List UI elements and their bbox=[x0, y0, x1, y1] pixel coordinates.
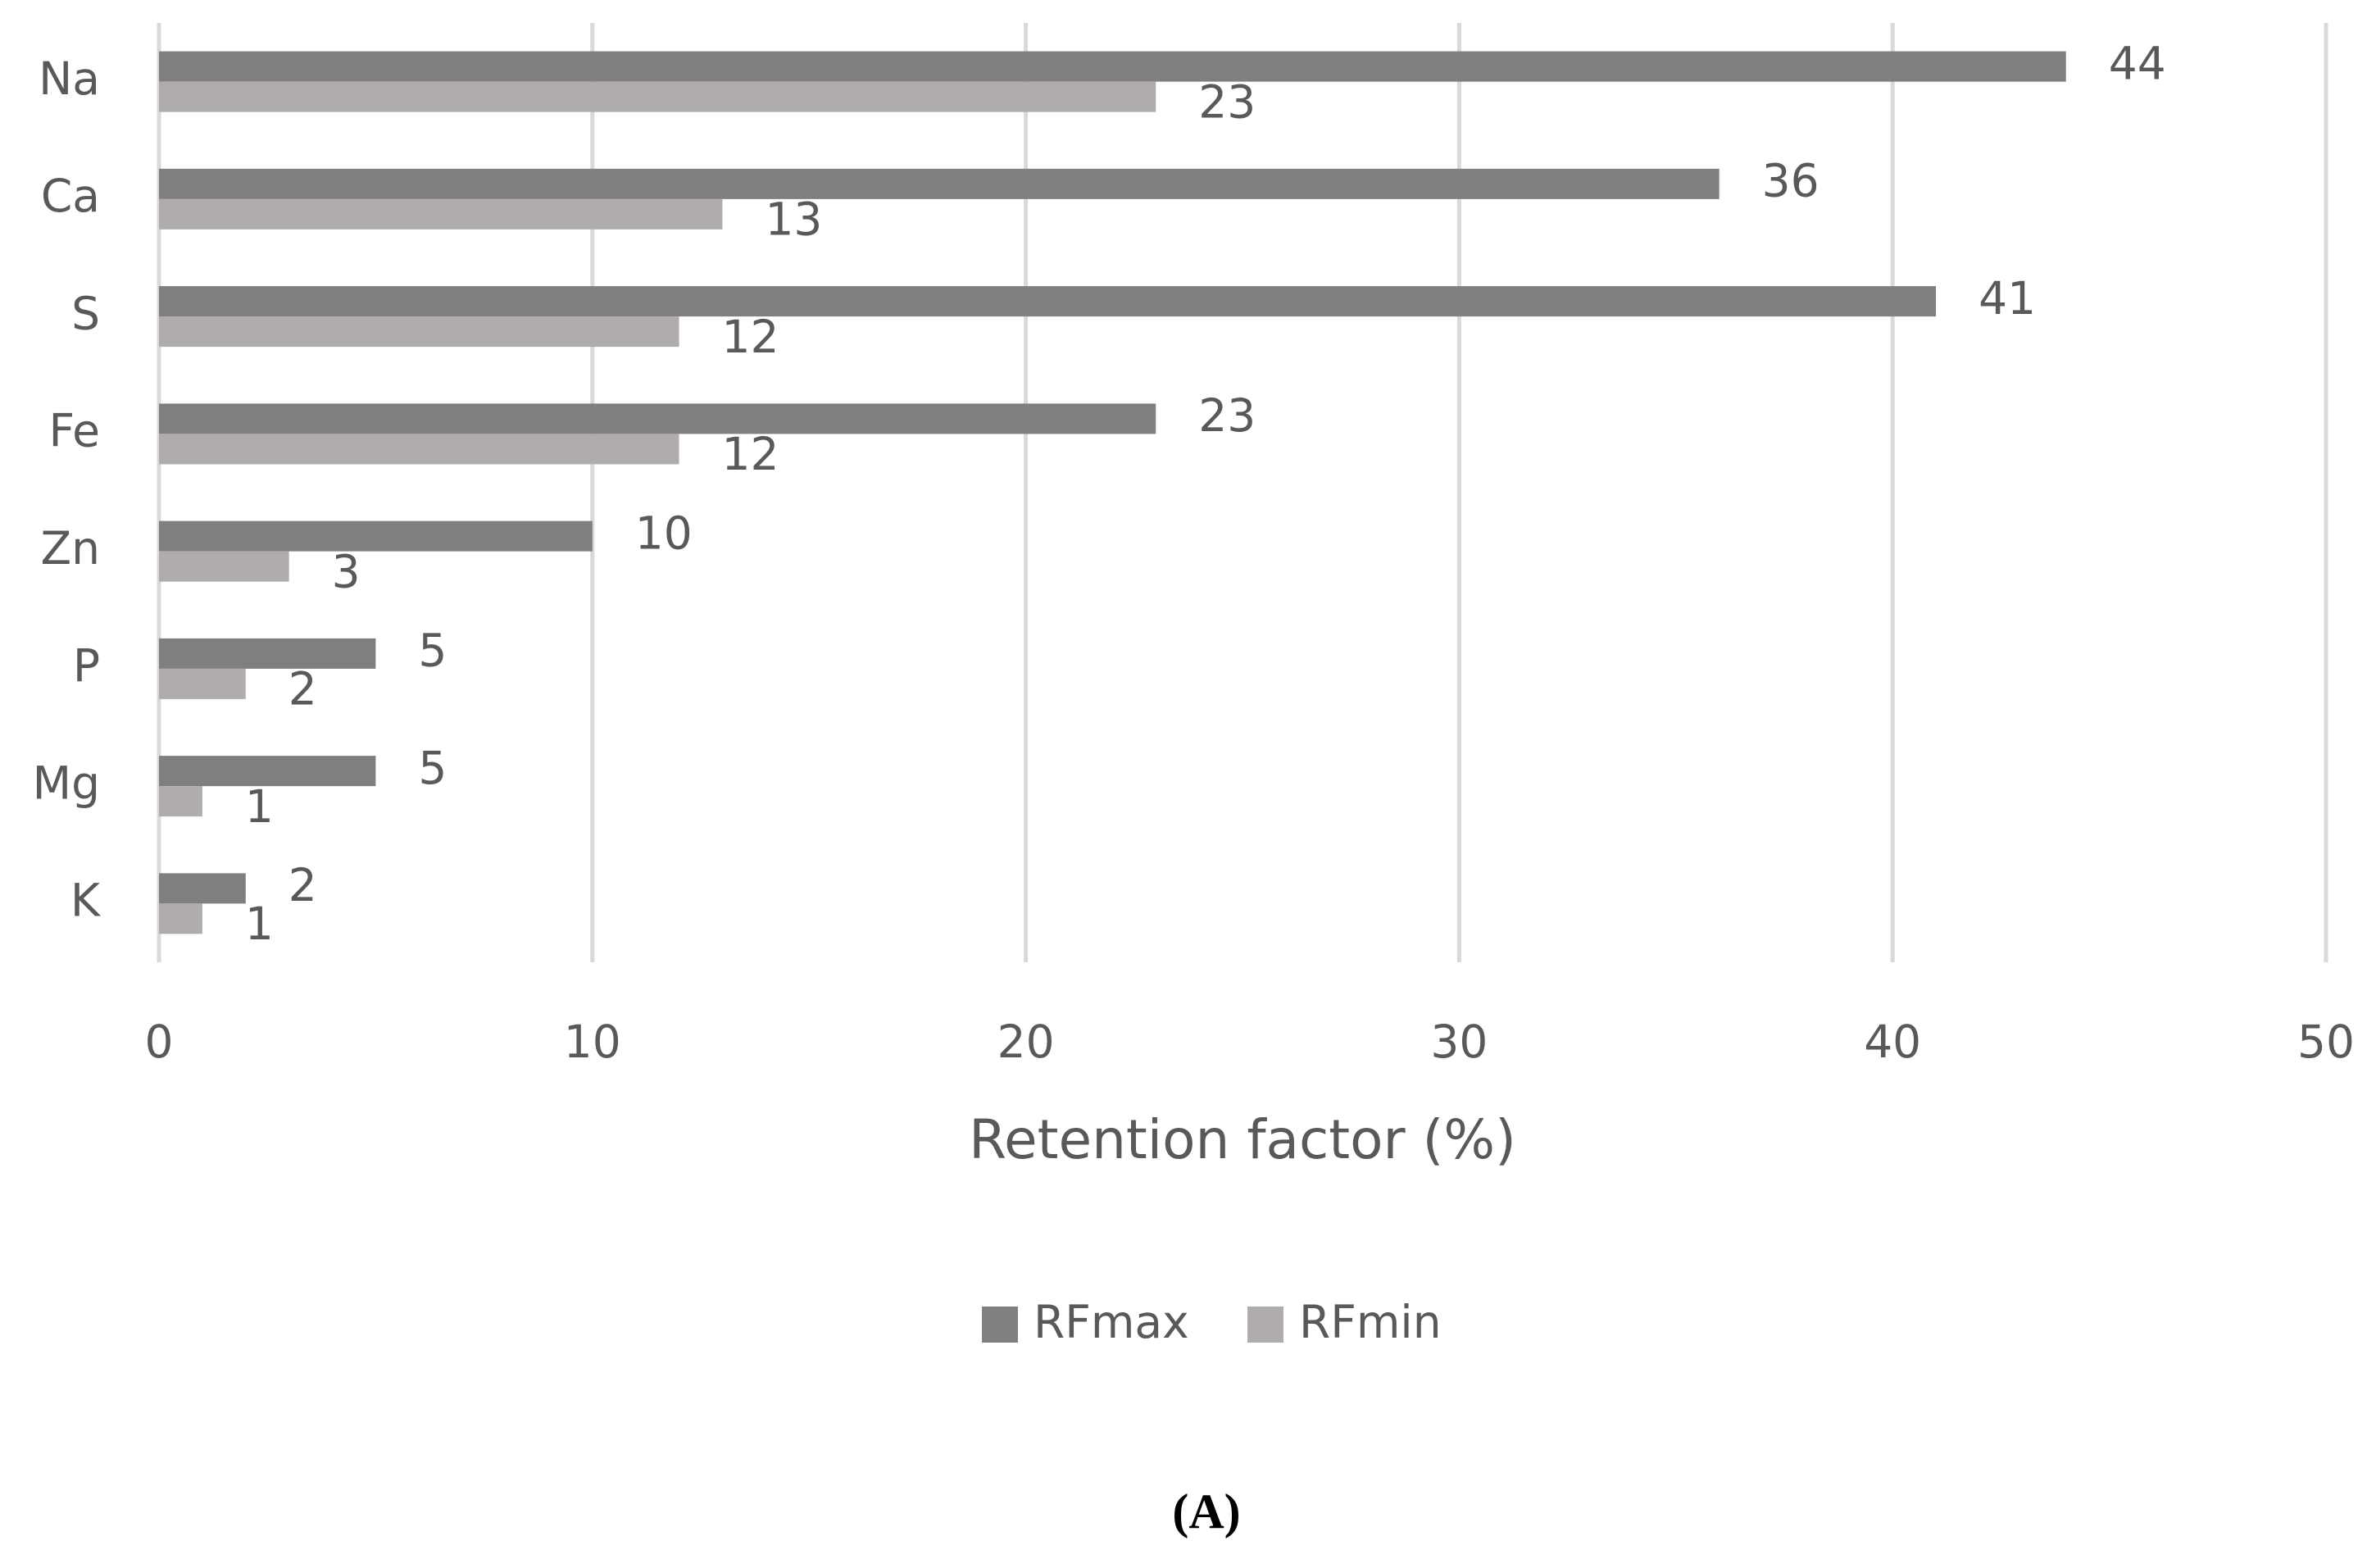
y-tick-label: S bbox=[71, 287, 100, 339]
legend-label: RFmax bbox=[1034, 1296, 1189, 1348]
x-tick-label: 50 bbox=[2297, 1016, 2355, 1068]
x-tick-label: 0 bbox=[145, 1016, 174, 1068]
legend-swatch bbox=[982, 1307, 1018, 1343]
bar bbox=[159, 551, 289, 582]
bar bbox=[159, 638, 376, 669]
bar bbox=[159, 903, 202, 934]
y-tick-label: Zn bbox=[40, 522, 100, 575]
bar bbox=[159, 51, 2066, 82]
value-label: 13 bbox=[765, 193, 822, 246]
bar bbox=[159, 403, 1156, 434]
value-label: 12 bbox=[722, 428, 779, 480]
bar bbox=[159, 873, 246, 904]
value-label: 3 bbox=[332, 545, 361, 598]
value-label: 23 bbox=[1198, 389, 1256, 442]
value-label: 41 bbox=[1978, 272, 2036, 325]
x-tick-label: 30 bbox=[1430, 1016, 1488, 1068]
y-tick-label: Fe bbox=[49, 405, 100, 457]
value-label: 5 bbox=[418, 625, 447, 677]
value-label: 10 bbox=[635, 507, 693, 559]
x-tick-label: 20 bbox=[997, 1016, 1055, 1068]
bar bbox=[159, 756, 376, 787]
value-label: 2 bbox=[288, 859, 317, 911]
bar bbox=[159, 198, 723, 230]
bar bbox=[159, 168, 1720, 199]
value-label: 1 bbox=[245, 898, 274, 950]
y-tick-label: Ca bbox=[41, 170, 100, 222]
bar bbox=[159, 668, 246, 699]
value-label: 5 bbox=[418, 742, 447, 794]
bar bbox=[159, 434, 679, 465]
x-tick-label: 10 bbox=[564, 1016, 621, 1068]
bar bbox=[159, 316, 679, 348]
y-tick-label: P bbox=[73, 639, 100, 692]
bar bbox=[159, 81, 1156, 112]
value-label: 36 bbox=[1762, 155, 1819, 207]
bar bbox=[159, 520, 593, 552]
legend-swatch bbox=[1247, 1307, 1283, 1343]
value-label: 2 bbox=[288, 663, 317, 716]
x-tick-label: 40 bbox=[1864, 1016, 1921, 1068]
y-tick-label: Na bbox=[39, 52, 100, 105]
bar bbox=[159, 786, 202, 817]
legend-label: RFmin bbox=[1299, 1296, 1442, 1348]
value-label: 1 bbox=[245, 780, 274, 833]
value-label: 23 bbox=[1198, 75, 1256, 128]
caption: (A) bbox=[1172, 1484, 1240, 1538]
bar bbox=[159, 286, 1937, 317]
y-tick-label: Mg bbox=[33, 757, 100, 809]
value-label: 44 bbox=[2109, 37, 2166, 89]
y-tick-label: K bbox=[70, 875, 102, 927]
x-axis-title: Retention factor (%) bbox=[969, 1108, 1516, 1171]
value-label: 12 bbox=[722, 311, 779, 363]
